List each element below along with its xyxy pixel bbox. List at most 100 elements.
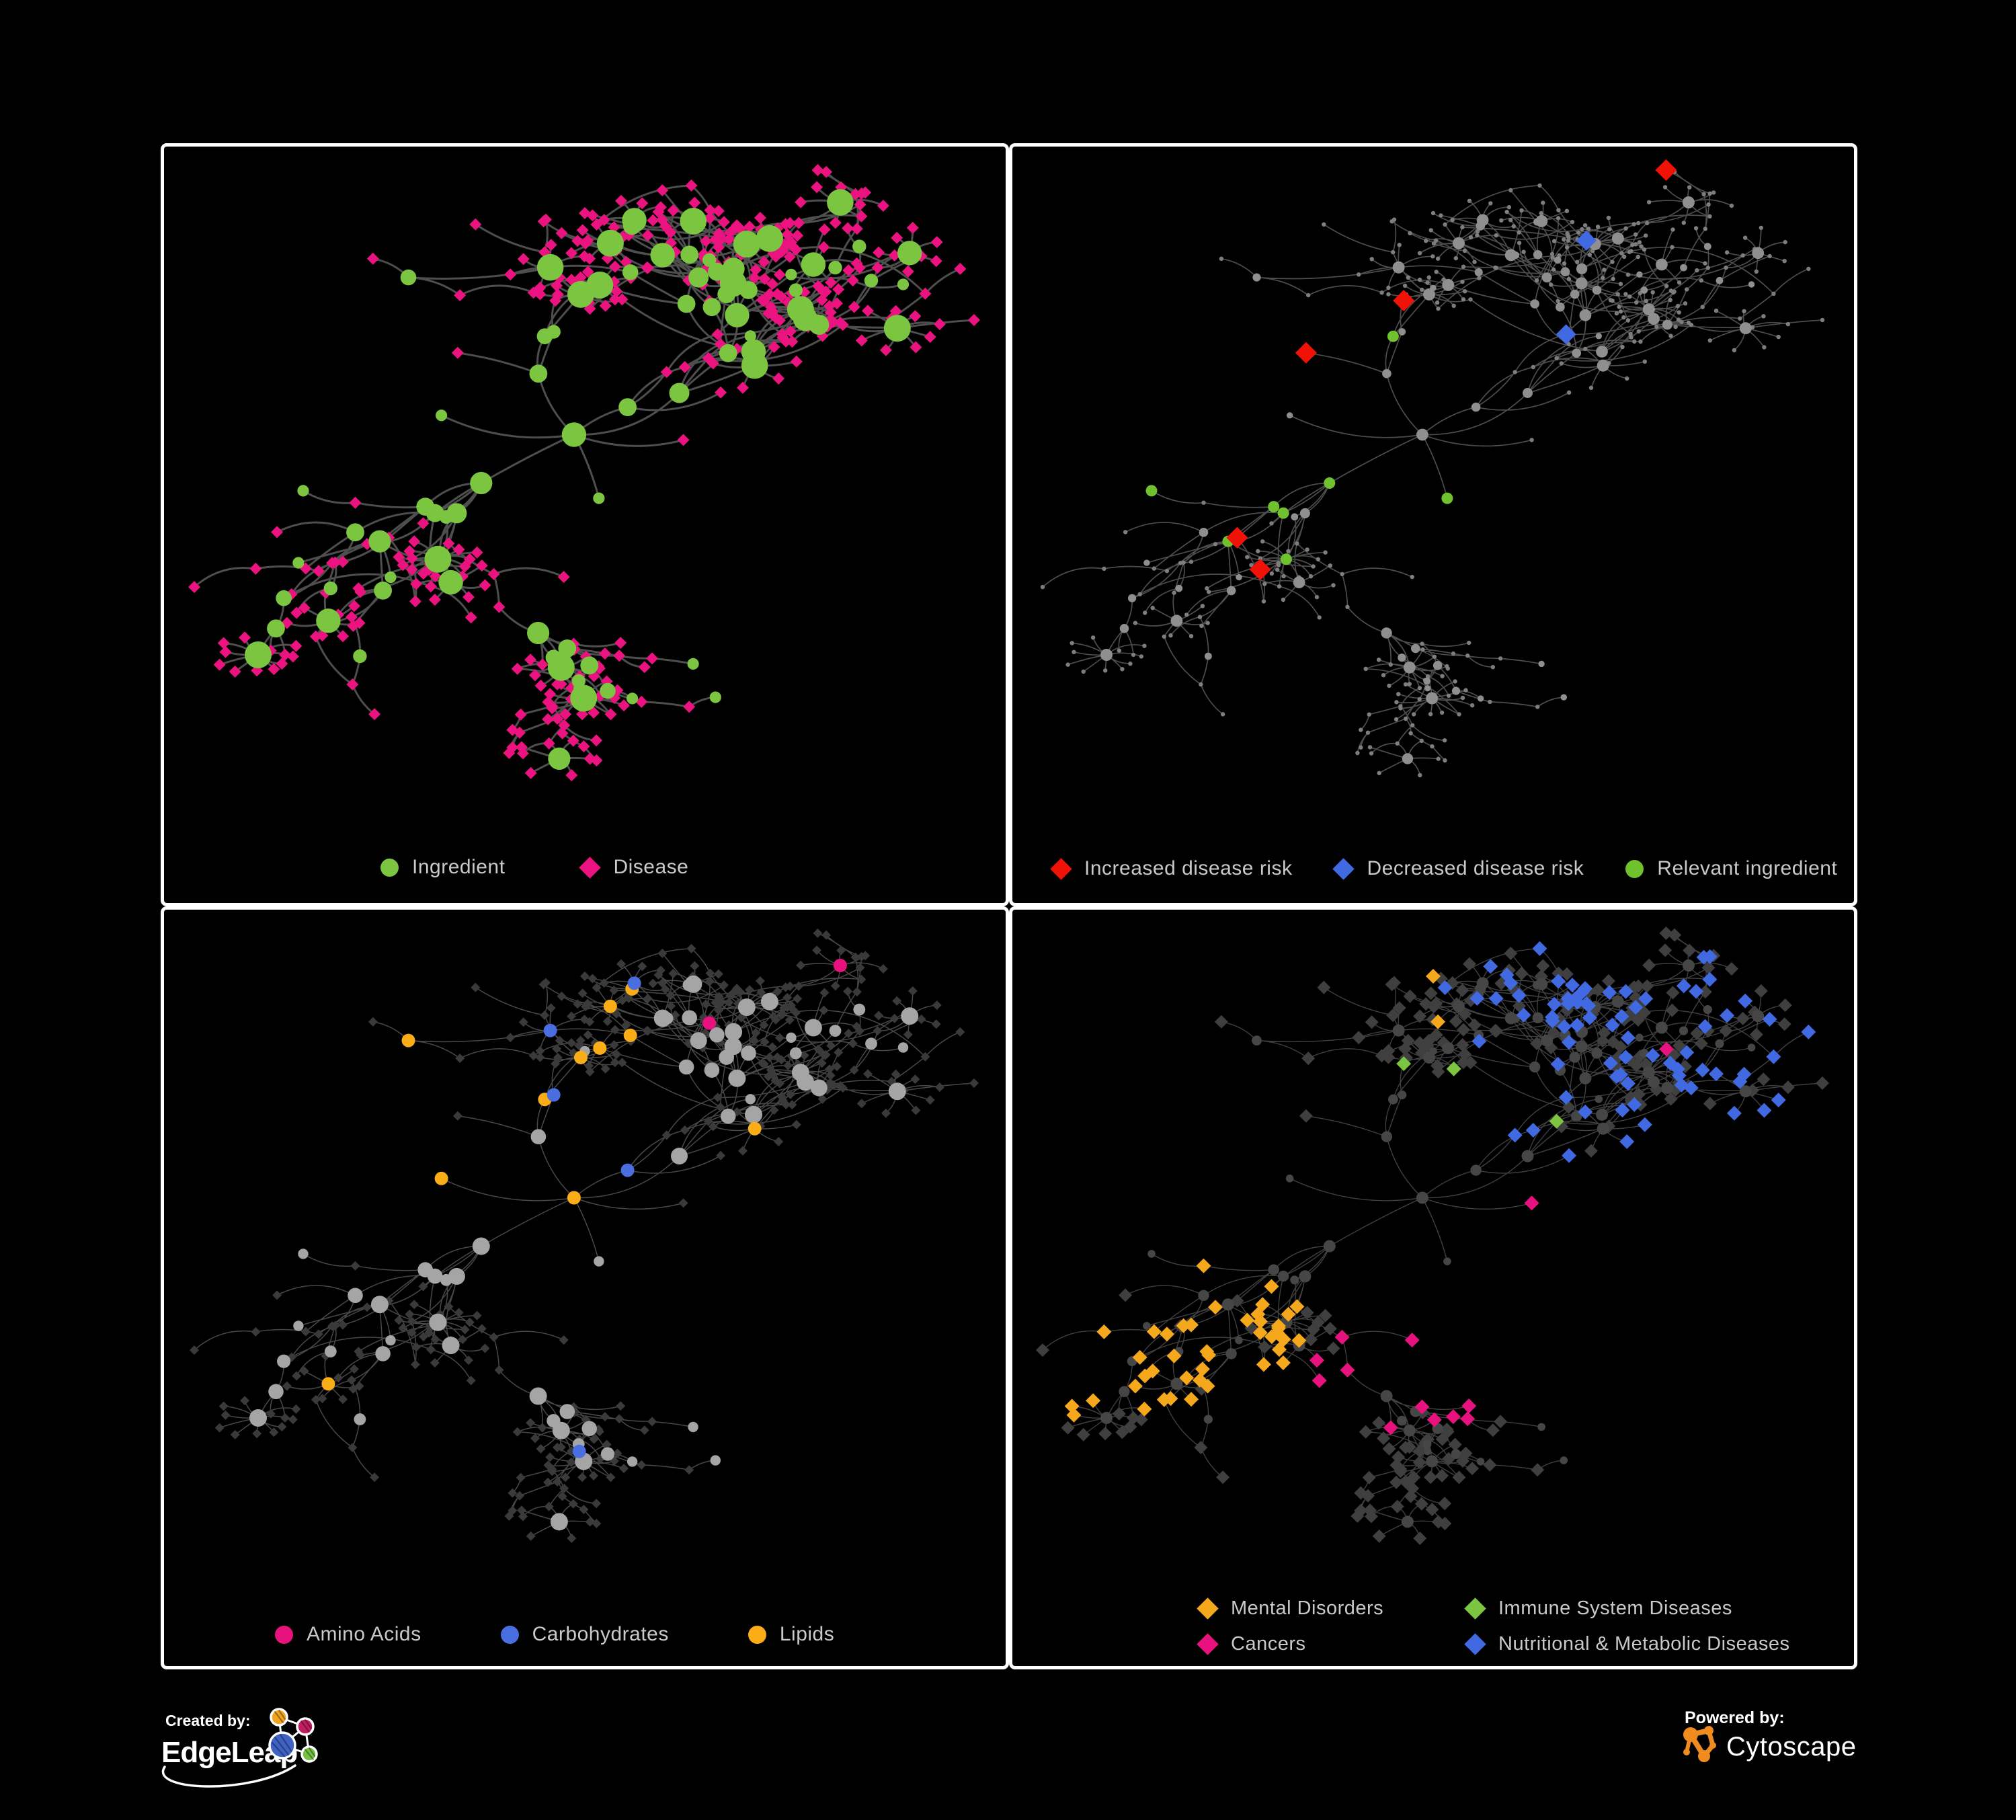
disease-nodes <box>1036 926 1829 1545</box>
mental-disorders-node <box>1208 1300 1223 1315</box>
nutritional-metabolic-diseases-node <box>1762 1012 1777 1027</box>
legend-item-immune-system-diseases: Immune System Diseases <box>1464 1597 1854 1620</box>
edgeleap-swoosh <box>161 1764 296 1788</box>
nutritional-metabolic-diseases-node <box>1499 967 1515 983</box>
cancers-node <box>1524 1195 1539 1211</box>
nutritional-metabolic-diseases-node <box>1483 959 1498 974</box>
nutritional-metabolic-diseases-node <box>1757 1103 1772 1118</box>
lipids-node <box>574 1050 588 1064</box>
lipids-node <box>748 1121 762 1136</box>
disease-nodes <box>1040 169 1825 778</box>
network-graph-disease-categories <box>1036 926 1829 1545</box>
nutritional-metabolic-diseases-node <box>1437 980 1453 995</box>
mental-disorders-node <box>1291 1333 1307 1348</box>
mental-disorders-node <box>1127 1378 1143 1394</box>
legend-item-increased-disease-risk: Increased disease risk <box>1050 857 1293 880</box>
legend-item-nutritional-metabolic-diseases: Nutritional & Metabolic Diseases <box>1464 1633 1854 1655</box>
nutritional-metabolic-diseases-node <box>1726 1105 1742 1121</box>
nutritional-metabolic-diseases-node <box>1638 991 1654 1006</box>
nutritional-metabolic-diseases-node <box>1511 988 1527 1003</box>
legend-ingredient-disease: Ingredient Disease <box>164 856 1006 879</box>
mental-disorders-node <box>1255 1297 1271 1312</box>
mental-disorders-node <box>1252 1325 1268 1341</box>
immune-system-diseases-node <box>1446 1061 1461 1076</box>
legend-label: Mental Disorders <box>1231 1597 1384 1619</box>
nutritional-metabolic-diseases-node <box>1503 976 1519 991</box>
nutritional-metabolic-diseases-node <box>1689 984 1704 999</box>
nutritional-metabolic-diseases-node <box>1679 1045 1695 1060</box>
legend-item-ingredient: Ingredient <box>380 856 505 879</box>
nutritional-metabolic-diseases-node <box>1565 978 1580 993</box>
legend-disease-risk: Increased disease risk Decreased disease … <box>1012 857 1854 880</box>
panel-ingredient-disease: Ingredient Disease <box>161 143 1009 906</box>
cancers-node <box>1312 1373 1327 1388</box>
mental-disorders-node <box>1196 1258 1211 1273</box>
legend-item-mental-disorders: Mental Disorders <box>1197 1597 1465 1620</box>
mental-disorders-node <box>1086 1393 1101 1409</box>
nutritional-metabolic-diseases-node <box>1620 1076 1636 1091</box>
circle-swatch <box>275 1625 293 1644</box>
nutritional-metabolic-diseases-node <box>1628 1000 1644 1015</box>
cancers-node <box>1445 1409 1461 1425</box>
increased-risk-node <box>1393 290 1415 312</box>
carbohydrates-node <box>627 976 641 990</box>
mental-disorders-node <box>1176 1318 1191 1333</box>
mental-disorders-node <box>1426 969 1441 984</box>
legend-label: Carbohydrates <box>532 1623 669 1645</box>
carbohydrates-node <box>572 1444 586 1458</box>
ingredient-nodes <box>245 189 922 770</box>
edgeleap-hatch <box>271 1709 316 1761</box>
nutritional-metabolic-diseases-node <box>1720 1008 1735 1023</box>
ingredient-nodes <box>249 975 919 1531</box>
mental-disorders-node <box>1276 1332 1291 1347</box>
increased-risk-node <box>1249 559 1271 581</box>
legend-label: Increased disease risk <box>1084 857 1293 879</box>
edgeleap-logo <box>161 1708 318 1788</box>
lipids-node <box>567 1191 581 1205</box>
mental-disorders-node <box>1264 1329 1279 1345</box>
nutritional-metabolic-diseases-node <box>1766 1049 1781 1064</box>
nutritional-metabolic-diseases-node <box>1557 1019 1572 1034</box>
nutritional-metabolic-diseases-node <box>1507 1127 1523 1143</box>
nutritional-metabolic-diseases-node <box>1736 1066 1752 1082</box>
panel-grid: Ingredient Disease Increased disease risk… <box>161 143 1857 1669</box>
nutritional-metabolic-diseases-node <box>1702 972 1718 987</box>
nutritional-metabolic-diseases-node <box>1516 1007 1531 1023</box>
circle-swatch <box>380 858 399 877</box>
diamond-swatch <box>1050 857 1072 880</box>
lipids-node <box>434 1171 448 1185</box>
mental-disorders-node <box>1256 1357 1271 1372</box>
increased-risk-node <box>1226 526 1248 549</box>
nutritional-metabolic-diseases-node <box>1532 941 1547 956</box>
nutritional-metabolic-diseases-node <box>1571 988 1586 1003</box>
legend-nutrient-categories: Amino Acids Carbohydrates Lipids <box>164 1623 1006 1646</box>
legend-label: Decreased disease risk <box>1367 857 1584 879</box>
mental-disorders-node <box>1146 1324 1162 1339</box>
amino-acids-node <box>833 959 847 972</box>
carbohydrates-node <box>543 1023 557 1037</box>
lipids-node <box>603 999 617 1013</box>
cancers-node <box>1383 1420 1398 1435</box>
cancers-node <box>1460 1411 1476 1427</box>
nutritional-metabolic-diseases-node <box>1771 1093 1786 1108</box>
legend-label: Disease <box>613 856 689 878</box>
nutritional-metabolic-diseases-node <box>1671 1068 1687 1083</box>
carbohydrates-node <box>620 1163 635 1177</box>
nutritional-metabolic-diseases-node <box>1560 991 1576 1006</box>
nutritional-metabolic-diseases-node <box>1614 1008 1629 1024</box>
mental-disorders-node <box>1166 1348 1182 1363</box>
network-graph-ingredient-disease <box>188 164 980 781</box>
highlighted-nodes <box>1064 941 1816 1435</box>
legend-label: Cancers <box>1231 1633 1306 1655</box>
mental-disorders-node <box>1096 1324 1112 1339</box>
legend-item-amino-acids: Amino Acids <box>275 1623 421 1646</box>
diamond-swatch <box>1197 1633 1219 1655</box>
diamond-swatch <box>579 856 602 879</box>
cancers-node <box>1461 1398 1477 1414</box>
edgeleap-node-orange <box>270 1708 288 1727</box>
relevant-ingredient-node <box>1277 507 1289 519</box>
cancers-node <box>1309 1353 1324 1368</box>
diamond-swatch <box>1332 857 1355 880</box>
nutritional-metabolic-diseases-node <box>1582 1010 1597 1025</box>
